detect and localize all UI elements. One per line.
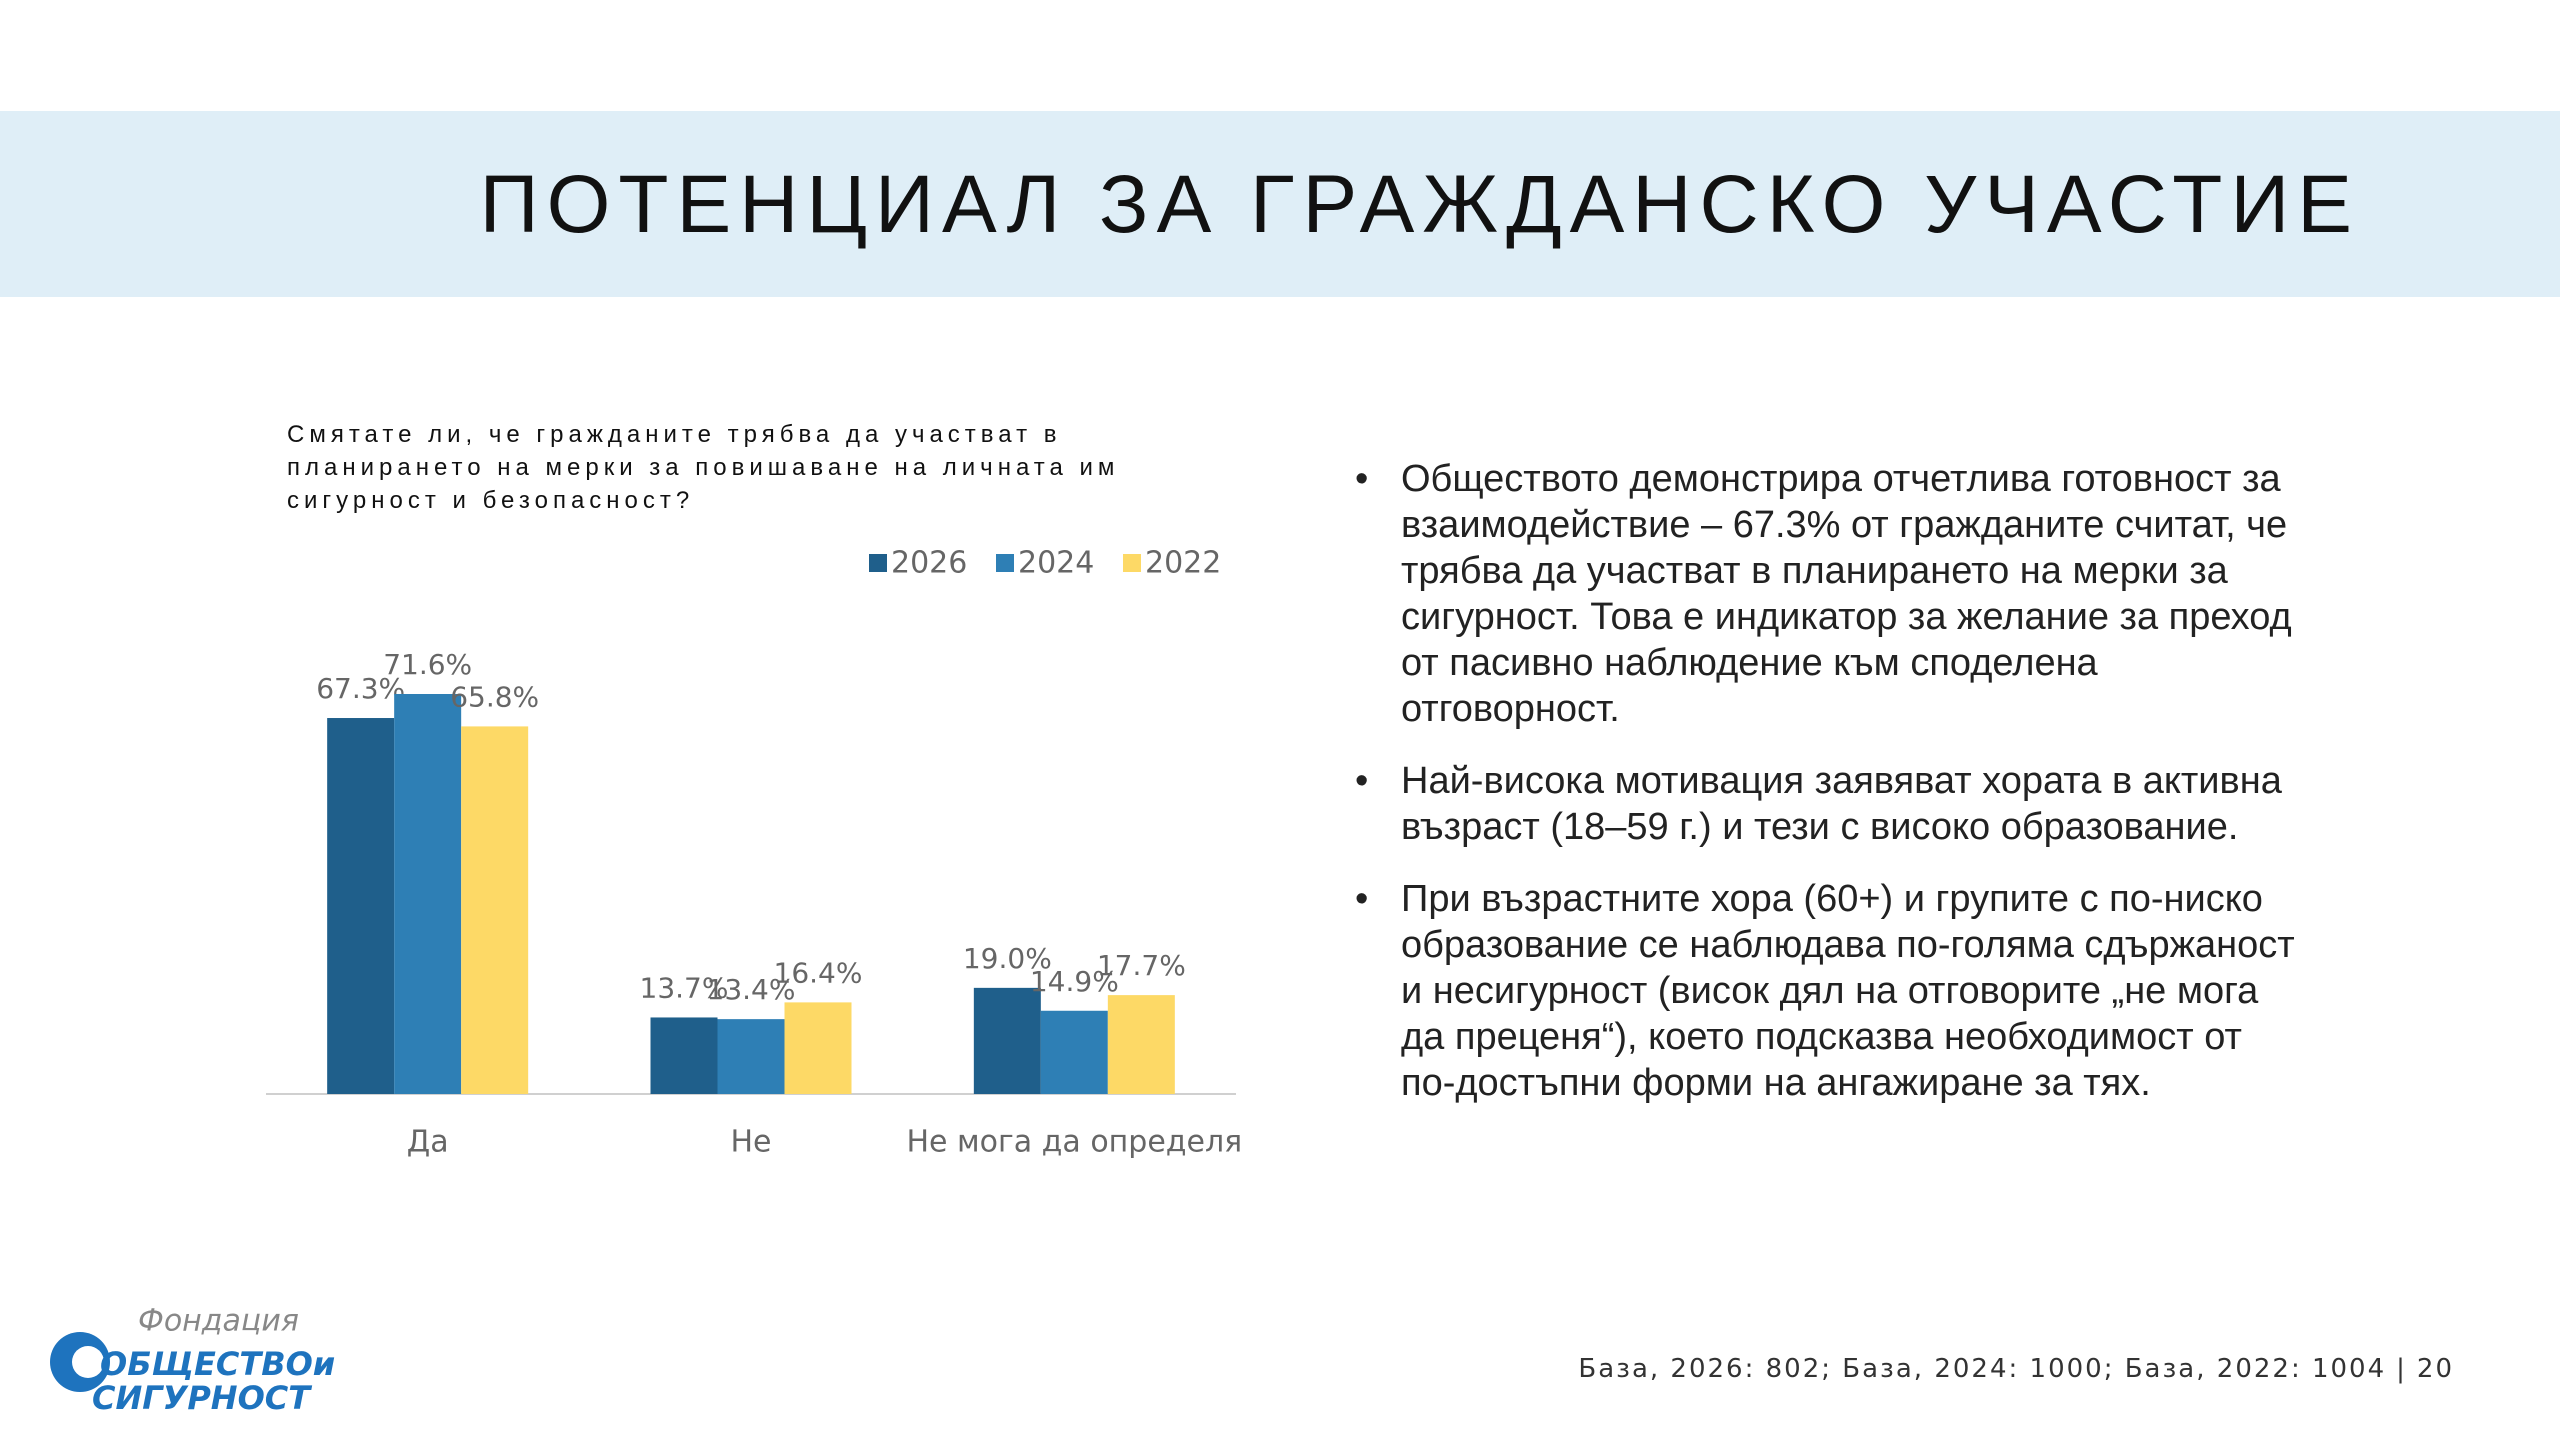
data-label: 13.7%: [640, 971, 729, 1004]
bar: [1107, 995, 1175, 1094]
bar: [717, 1019, 785, 1094]
data-label: 65.8%: [450, 680, 539, 713]
data-label: 17.7%: [1097, 949, 1186, 982]
legend-label: 2024: [1018, 546, 1094, 581]
logo-script: Фондация: [138, 1304, 299, 1339]
chart-title: Смятате ли, че гражданите трябва да учас…: [287, 421, 1120, 514]
data-label: 19.0%: [963, 942, 1052, 975]
page-number: 20: [2416, 1354, 2454, 1384]
data-label: 13.4%: [707, 973, 796, 1006]
bullet-item: Обществото демонстрира отчетлива готовно…: [1355, 456, 2295, 732]
header-band: [0, 111, 2560, 297]
bar: [327, 718, 395, 1094]
bar: [784, 1002, 852, 1094]
logo-mark-inner: [72, 1346, 104, 1378]
x-tick-label: Не мога да определя: [906, 1125, 1242, 1160]
bar: [394, 694, 462, 1094]
legend-label: 2026: [891, 546, 967, 581]
legend-swatch: [996, 554, 1014, 572]
base-note: База, 2026: 802; База, 2024: 1000; База,…: [1578, 1354, 2387, 1384]
bullet-item: Най-висока мотивация заявяват хората в а…: [1355, 758, 2295, 850]
bar: [461, 726, 529, 1094]
x-tick-label: Не: [730, 1125, 771, 1160]
bullet-item: При възрастните хора (60+) и групите с п…: [1355, 876, 2295, 1106]
legend-swatch: [1123, 554, 1141, 572]
data-label: 14.9%: [1030, 965, 1119, 998]
page-title: ПОТЕНЦИАЛ ЗА ГРАЖДАНСКО УЧАСТИЕ: [479, 159, 2360, 250]
bar: [650, 1017, 718, 1094]
logo-line: СИГУРНОСТ: [92, 1379, 312, 1417]
separator: |: [2396, 1354, 2407, 1384]
data-label: 67.3%: [316, 672, 405, 705]
bar: [1040, 1010, 1108, 1094]
legend-swatch: [869, 554, 887, 572]
legend-label: 2022: [1145, 546, 1221, 581]
data-label: 71.6%: [383, 648, 472, 681]
data-label: 16.4%: [774, 956, 863, 989]
bullet-list: Обществото демонстрира отчетлива готовно…: [1355, 456, 2295, 1132]
bar: [973, 987, 1041, 1094]
x-tick-label: Да: [407, 1125, 449, 1160]
logo-line: ОБЩЕСТВОи: [100, 1345, 335, 1383]
footer: База, 2026: 802; База, 2024: 1000; База,…: [1568, 1354, 2454, 1384]
